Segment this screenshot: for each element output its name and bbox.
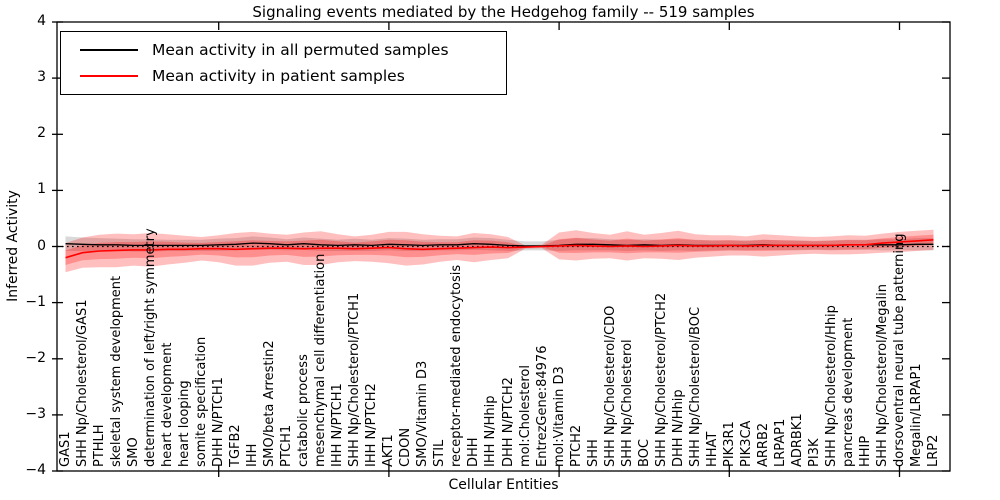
patient-std-band-outer — [65, 229, 934, 273]
x-tick-label: catabolic process — [296, 354, 312, 467]
x-tick-label: heart looping — [177, 380, 193, 467]
x-tick-label: PIK3R1 — [721, 421, 737, 467]
x-tick-label: mesenchymal cell differentiation — [313, 253, 329, 467]
y-tick-label: −3 — [25, 405, 46, 422]
y-tick-label: −2 — [25, 349, 46, 366]
x-tick-label: somite specification — [194, 336, 210, 467]
x-tick-label: HHAT — [704, 431, 720, 467]
x-tick-label: LRPAP1 — [772, 418, 788, 467]
y-tick-label: 0 — [37, 237, 46, 254]
x-tick-label: BOC — [636, 439, 652, 467]
x-tick-label: DHH N/PTCH1 — [211, 377, 227, 467]
x-tick-label: SHH Np/Cholesterol/Hhip — [823, 305, 839, 467]
x-tick-label: IHH N/PTCH1 — [330, 383, 346, 467]
y-tick-label: 3 — [37, 69, 46, 86]
x-tick-label: skeletal system development — [109, 275, 125, 467]
x-tick-label: Megalin/LRPAP1 — [908, 363, 924, 467]
y-tick-label: 1 — [37, 181, 46, 198]
x-tick-label: EntrezGene:84976 — [534, 345, 550, 467]
x-tick-label: SHH Np/Cholesterol/PTCH1 — [347, 292, 363, 467]
x-tick-label: determination of left/right symmetry — [143, 228, 159, 467]
x-tick-label: LRP2 — [926, 434, 941, 467]
x-tick-label: SHH Np/Cholesterol/BOC — [687, 306, 703, 467]
x-tick-label: SHH Np/Cholesterol/GAS1 — [75, 299, 91, 467]
y-tick-label: −4 — [25, 462, 46, 478]
x-tick-label: ADRBK1 — [789, 413, 805, 467]
x-tick-label: DHH N/PTCH2 — [500, 377, 516, 467]
legend-label: Mean activity in all permuted samples — [152, 40, 449, 59]
patient-line-sample — [80, 75, 138, 78]
legend: Mean activity in all permuted samples Me… — [60, 31, 507, 95]
chart-title: Signaling events mediated by the Hedgeho… — [252, 3, 755, 21]
x-tick-label: SHH Np/Cholesterol — [619, 339, 635, 467]
x-tick-label: IHH N/Hhip — [483, 395, 499, 468]
x-tick-label: DHH N/Hhip — [670, 389, 686, 467]
x-tick-label: SHH — [585, 439, 601, 467]
x-tick-label: IHH — [245, 443, 261, 467]
x-tick-label: DHH — [466, 437, 482, 467]
x-tick-label: SHH Np/Cholesterol/PTCH2 — [653, 292, 669, 467]
x-tick-label: STIL — [432, 439, 448, 467]
legend-entry-permuted: Mean activity in all permuted samples — [61, 41, 506, 59]
x-tick-label: IHH N/PTCH2 — [364, 383, 380, 467]
patient-std-band-inner — [65, 234, 934, 265]
x-tick-label: SHH Np/Cholesterol/CDO — [602, 305, 618, 467]
patient-mean-line — [65, 239, 934, 259]
permuted-line-sample — [80, 48, 138, 51]
legend-entry-patient: Mean activity in patient samples — [61, 67, 506, 85]
x-tick-label: SMO/beta Arrestin2 — [262, 340, 278, 467]
x-tick-label: SMO — [126, 437, 142, 467]
x-tick-label: dorsoventral neural tube patterning — [891, 233, 907, 467]
y-tick-label: 2 — [37, 125, 46, 142]
x-tick-label: TGFB2 — [228, 424, 244, 467]
x-tick-label: SMO/Vitamin D3 — [415, 360, 431, 467]
x-tick-label: ARRB2 — [755, 422, 771, 467]
x-tick-label: PTCH1 — [279, 424, 295, 467]
legend-label: Mean activity in patient samples — [152, 67, 405, 86]
x-tick-label: mol:Vitamin D3 — [551, 366, 567, 467]
x-tick-label: PI3K — [806, 438, 822, 467]
y-tick-label: −1 — [25, 293, 46, 310]
x-tick-label: GAS1 — [58, 431, 73, 468]
x-tick-label: CDON — [398, 427, 414, 467]
x-axis-title: Cellular Entities — [448, 477, 559, 493]
x-tick-label: PTCH2 — [568, 424, 584, 467]
x-tick-label: PIK3CA — [738, 420, 754, 467]
x-tick-label: PTHLH — [92, 424, 108, 467]
x-tick-label: pancreas development — [840, 317, 856, 467]
x-tick-label: SHH Np/Cholesterol/Megalin — [874, 284, 890, 467]
x-tick-label: mol:Cholesterol — [517, 365, 533, 467]
x-tick-label: receptor-mediated endocytosis — [449, 264, 465, 467]
x-tick-label: AKT1 — [381, 434, 397, 467]
x-tick-label: heart development — [160, 342, 176, 467]
y-tick-label: 4 — [37, 13, 46, 29]
x-tick-label: HHIP — [857, 435, 873, 467]
